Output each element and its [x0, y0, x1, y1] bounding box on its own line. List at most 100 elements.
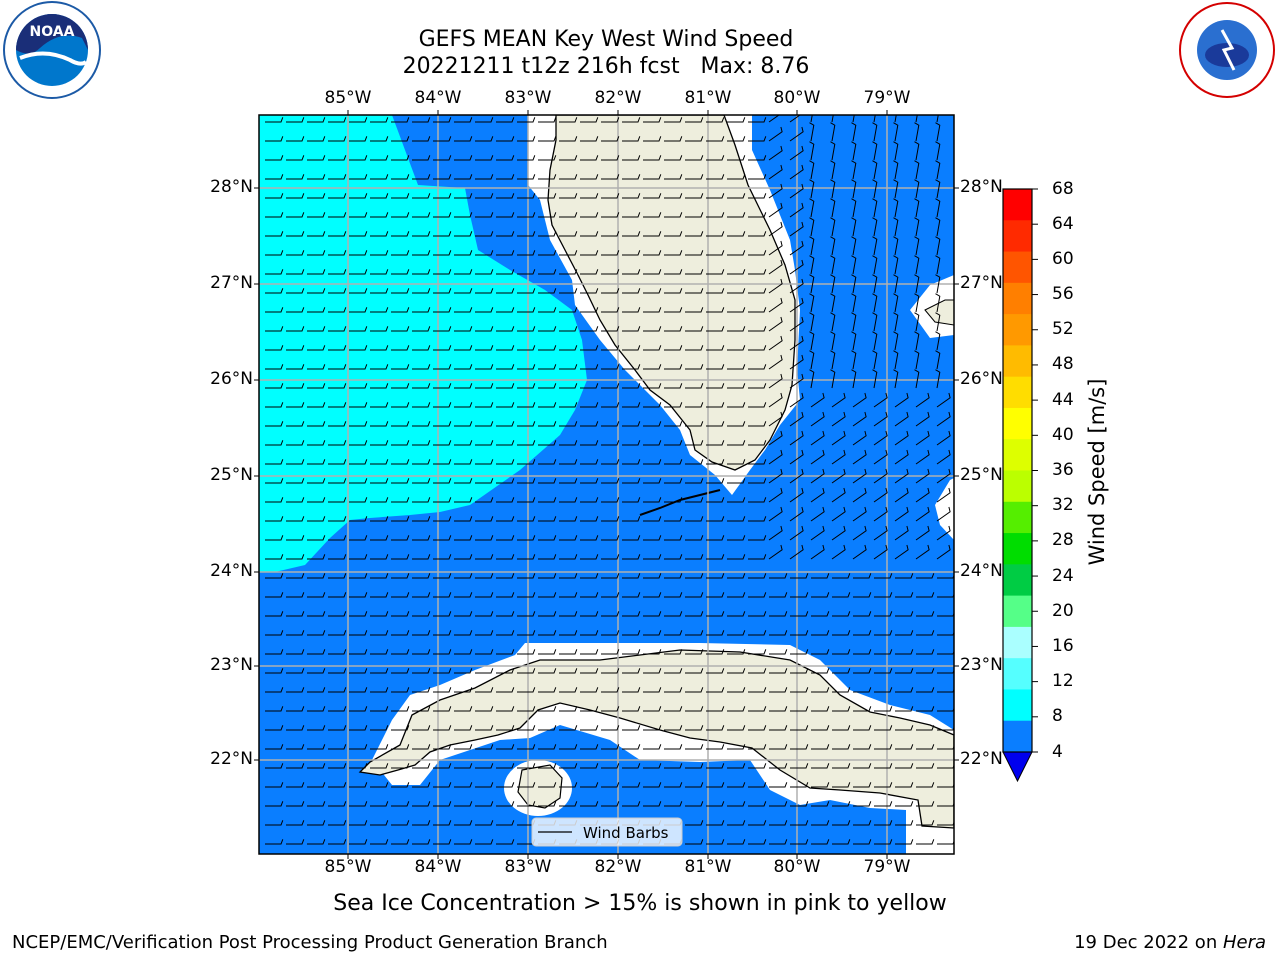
colorbar-segment — [1003, 501, 1032, 534]
wind-barb — [895, 782, 914, 788]
wind-barb — [811, 801, 830, 807]
wind-barb — [328, 345, 347, 351]
wind-barb — [349, 421, 368, 427]
cyan-wind-region — [259, 115, 587, 572]
wind-barb — [601, 136, 620, 142]
wind-barb — [769, 782, 788, 788]
wind-barb — [685, 364, 704, 370]
wind-barb — [496, 535, 515, 541]
wind-barb — [830, 369, 836, 389]
wind-barb — [916, 668, 935, 674]
wind-barb — [286, 782, 305, 788]
wind-barb — [789, 506, 804, 522]
wind-barb — [706, 402, 725, 408]
wind-barb — [349, 269, 368, 275]
wind-barb — [601, 402, 620, 408]
wind-barb — [915, 487, 930, 503]
wind-barb — [601, 212, 620, 218]
wind-barb — [789, 544, 804, 560]
wind-barb — [664, 193, 683, 199]
wind-barb — [769, 687, 788, 693]
wind-barb — [307, 839, 326, 845]
wind-barb — [872, 236, 878, 256]
wind-barb — [832, 706, 851, 712]
wind-barb — [872, 331, 878, 351]
wind-barb — [809, 350, 815, 370]
wind-barb — [454, 269, 473, 275]
wind-barb — [874, 668, 893, 674]
wind-barb — [853, 687, 872, 693]
wind-barb — [789, 525, 804, 541]
wind-barb — [872, 312, 878, 332]
wind-barb — [391, 592, 410, 598]
wind-barb — [916, 725, 935, 731]
wind-barb — [685, 573, 704, 579]
wind-barb — [517, 630, 536, 636]
wind-barb — [286, 516, 305, 522]
bahamas-land — [924, 299, 954, 326]
lat-label-left: 28°N — [210, 177, 253, 197]
wind-barb — [391, 573, 410, 579]
wind-barb — [916, 820, 935, 826]
wind-barb — [391, 782, 410, 788]
lon-label-top: 79°W — [863, 88, 911, 108]
wind-barb — [935, 179, 941, 199]
wind-barb — [831, 506, 846, 522]
wind-barb — [475, 326, 494, 332]
wind-barb — [894, 449, 909, 465]
wind-barb — [307, 820, 326, 826]
wind-barb — [830, 255, 836, 275]
wind-barb — [580, 174, 599, 180]
wind-barb — [811, 668, 830, 674]
wind-barb — [790, 782, 809, 788]
wind-barb — [454, 193, 473, 199]
wind-barb — [935, 312, 941, 332]
wind-barb — [914, 217, 920, 237]
lon-label-top: 81°W — [684, 88, 732, 108]
wind-barb — [664, 269, 683, 275]
wind-barb — [601, 193, 620, 199]
wind-barb — [643, 459, 662, 465]
wind-barb — [517, 535, 536, 541]
wind-barb — [895, 592, 914, 598]
wind-barb — [349, 231, 368, 237]
wind-barb — [370, 706, 389, 712]
wind-barb — [265, 573, 284, 579]
wind-barb — [874, 820, 893, 826]
wind-barb — [370, 497, 389, 503]
wind-barb — [685, 592, 704, 598]
wind-barb — [727, 421, 746, 427]
wind-barb — [286, 763, 305, 769]
wind-barb — [391, 212, 410, 218]
wind-barb — [727, 155, 746, 161]
wind-barb — [622, 478, 641, 484]
wind-barb — [328, 440, 347, 446]
wind-barb — [643, 345, 662, 351]
wind-barb — [706, 592, 725, 598]
wind-barb — [286, 459, 305, 465]
wind-barb — [265, 288, 284, 294]
wind-barb — [643, 763, 662, 769]
wind-barb — [580, 269, 599, 275]
wind-barb — [496, 763, 515, 769]
wind-barb — [307, 250, 326, 256]
wind-barb — [935, 141, 941, 161]
colorbar-segment — [1003, 251, 1032, 284]
colorbar-segment — [1003, 439, 1032, 471]
wind-barb — [622, 345, 641, 351]
wind-barb — [496, 839, 515, 845]
wind-barb — [517, 801, 536, 807]
wind-barb — [916, 687, 935, 693]
colorbar-tick-label: 28 — [1052, 530, 1074, 550]
wind-barb — [349, 155, 368, 161]
wind-barb — [475, 364, 494, 370]
wind-barb — [894, 468, 909, 484]
wind-barb — [601, 497, 620, 503]
wind-barb — [454, 136, 473, 142]
wind-barb — [936, 525, 951, 541]
wind-barb — [559, 763, 578, 769]
wind-barb — [580, 725, 599, 731]
wind-barb — [894, 411, 909, 427]
wind-barb — [727, 611, 746, 617]
wind-barb — [412, 117, 431, 123]
